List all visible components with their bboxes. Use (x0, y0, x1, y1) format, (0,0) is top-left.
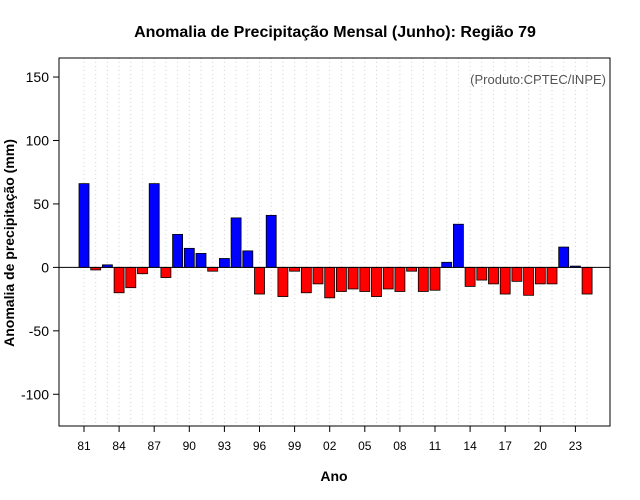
bar-2018 (511, 266, 523, 282)
bar-2001 (312, 266, 324, 285)
x-tick-label: 05 (358, 439, 372, 453)
bar-2022 (558, 246, 570, 268)
bar-2012 (441, 261, 453, 268)
bar-2002 (324, 266, 336, 299)
bar-2004 (347, 266, 359, 290)
x-tick-label: 87 (148, 439, 162, 453)
bar-2014 (464, 266, 476, 287)
bar-1990 (183, 247, 195, 268)
bar-2016 (488, 266, 499, 285)
y-tick-label: -100 (21, 386, 49, 402)
bar-2006 (371, 266, 382, 297)
bar-2005 (359, 266, 371, 292)
x-tick-label: 08 (393, 439, 407, 453)
bar-1987 (148, 183, 160, 268)
x-tick-label: 14 (463, 439, 477, 453)
bar-2015 (476, 266, 488, 281)
y-tick-label: 0 (41, 259, 49, 275)
bar-2011 (429, 266, 441, 291)
x-tick-label: 96 (253, 439, 267, 453)
bar-1999 (289, 266, 301, 272)
x-tick-label: 20 (534, 439, 548, 453)
bar-2017 (499, 266, 511, 295)
bar-2024 (581, 266, 593, 295)
x-tick-label: 23 (569, 439, 583, 453)
x-tick-label: 90 (183, 439, 197, 453)
x-tick-label: 11 (429, 439, 442, 453)
bar-1988 (160, 266, 172, 278)
bar-2021 (546, 266, 558, 285)
bar-1984 (113, 266, 125, 294)
bar-2000 (300, 266, 312, 294)
bar-2020 (534, 266, 546, 285)
y-axis-label: Anomalia de precipitação (mm) (1, 139, 17, 347)
bar-1996 (254, 266, 265, 295)
y-axis: -100 -50 0 50 100 150 (21, 69, 59, 402)
bar-2010 (417, 266, 429, 292)
y-tick-label: 100 (26, 132, 50, 148)
x-tick-label: 17 (499, 439, 513, 453)
plot-frame (58, 57, 611, 427)
bar-1995 (242, 250, 254, 268)
bar-1989 (172, 233, 184, 268)
x-tick-label: 93 (218, 439, 232, 453)
bar-series (78, 183, 593, 299)
chart-title: Anomalia de Precipitação Mensal (Junho):… (134, 24, 536, 41)
y-tick-label: 150 (26, 69, 50, 85)
bar-2008 (394, 266, 406, 292)
x-tick-label: 81 (77, 439, 91, 453)
y-tick-label: 50 (33, 196, 49, 212)
x-axis-label: Ano (320, 468, 347, 484)
bar-1998 (277, 266, 289, 297)
bar-1994 (230, 217, 242, 268)
y-tick-label: -50 (29, 323, 49, 339)
bar-1986 (137, 266, 148, 275)
bar-1997 (265, 214, 277, 268)
watermark-label: (Produto:CPTEC/INPE) (470, 72, 606, 87)
x-tick-label: 84 (112, 439, 126, 453)
bar-1991 (195, 253, 207, 268)
x-tick-label: 02 (323, 439, 337, 453)
bar-1981 (78, 183, 90, 268)
bar-2009 (406, 266, 418, 272)
bar-2019 (523, 266, 534, 296)
bar-2013 (452, 223, 464, 268)
x-axis: 81 84 87 90 93 96 99 02 05 08 11 14 17 20 23 (77, 426, 582, 453)
bar-1985 (125, 266, 137, 289)
bar-2007 (382, 266, 394, 290)
x-tick-label: 99 (288, 439, 302, 453)
bar-1993 (218, 258, 230, 268)
bar-1992 (207, 266, 219, 272)
bar-2003 (335, 266, 347, 292)
